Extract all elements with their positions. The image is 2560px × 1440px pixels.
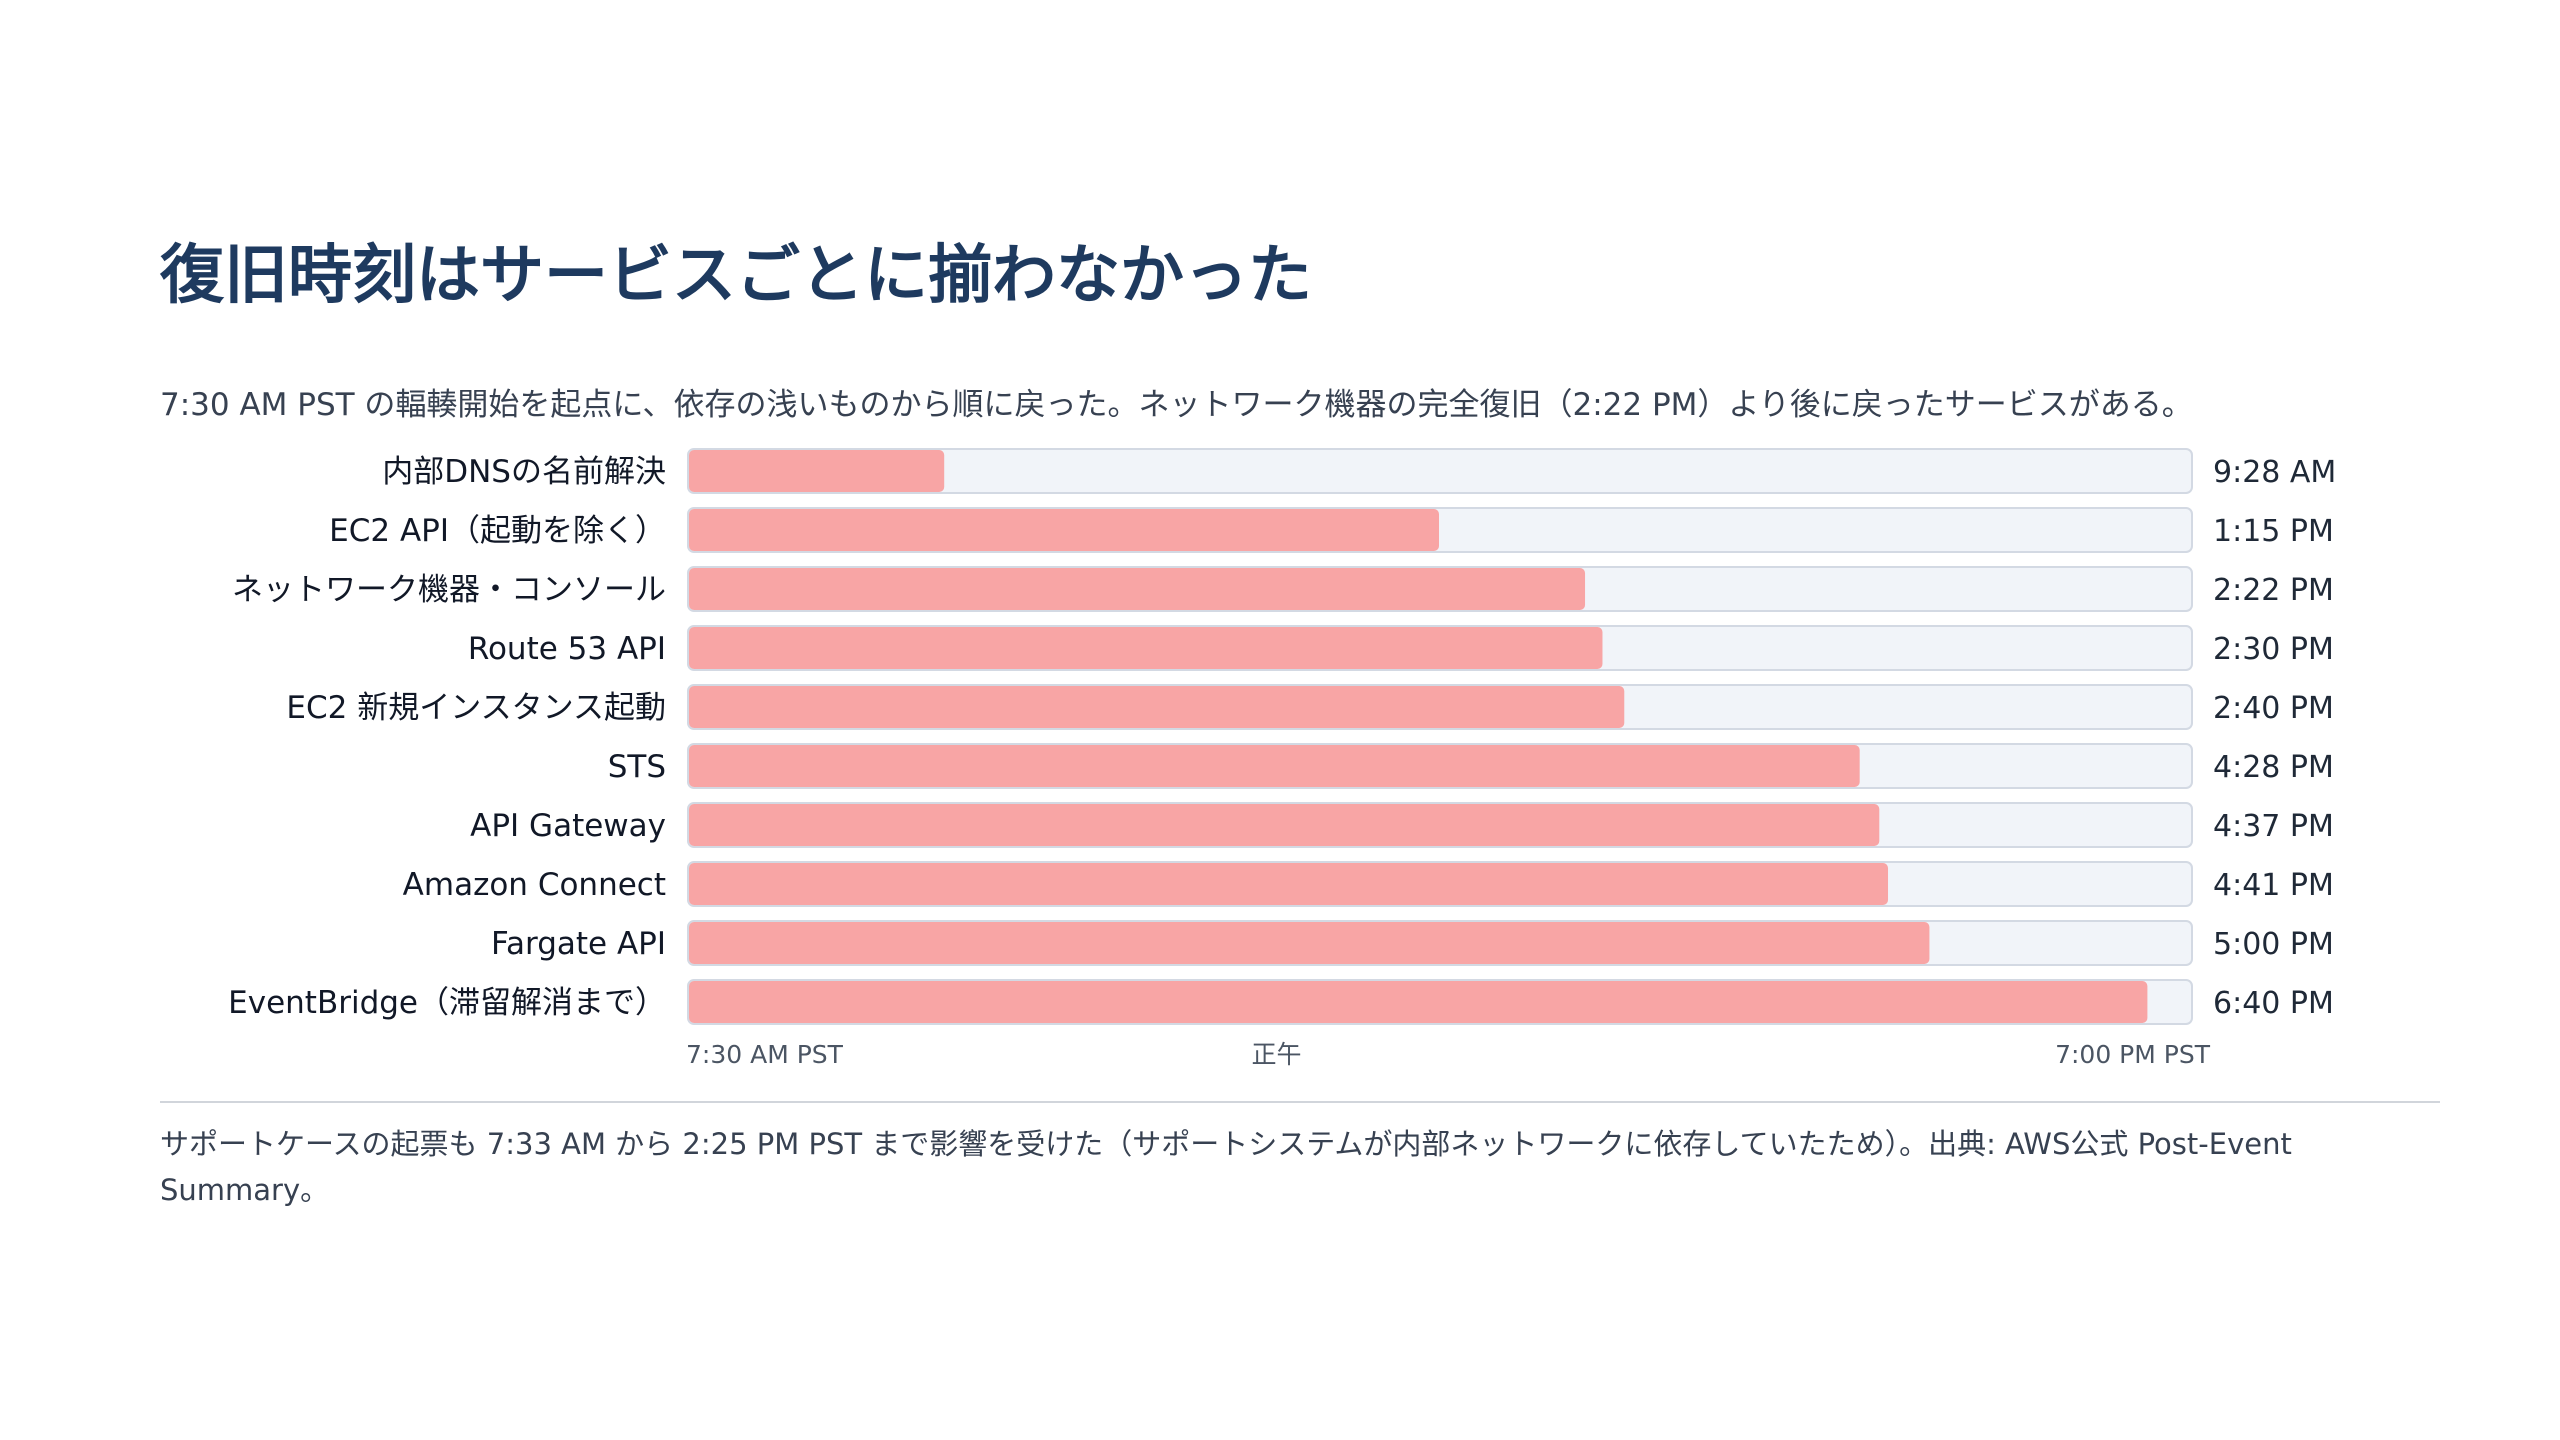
footnote: サポートケースの起票も 7:33 AM から 2:25 PM PST まで影響を… xyxy=(160,1127,2292,1207)
category-label: Route 53 API xyxy=(468,631,666,667)
value-label: 6:40 PM xyxy=(2213,986,2334,1021)
x-tick-label: 7:30 AM PST xyxy=(686,1040,844,1069)
divider xyxy=(160,1101,2440,1103)
category-label: EC2 新規インスタンス起動 xyxy=(286,690,666,726)
chart-row: ネットワーク機器・コンソール 2:22 PM xyxy=(232,566,2334,612)
category-label: STS xyxy=(608,749,666,785)
category-label: EventBridge（滞留解消まで） xyxy=(228,985,666,1021)
bar xyxy=(689,450,945,492)
bar xyxy=(689,863,1889,905)
value-label: 4:28 PM xyxy=(2213,750,2334,785)
chart-row: EC2 API（起動を除く） 1:15 PM xyxy=(329,507,2334,553)
chart-row: EventBridge（滞留解消まで） 6:40 PM xyxy=(228,979,2334,1025)
value-label: 2:40 PM xyxy=(2213,691,2334,726)
bar xyxy=(689,745,1860,787)
chart-row: Amazon Connect 4:41 PM xyxy=(403,861,2334,907)
category-label: API Gateway xyxy=(470,808,666,844)
bar xyxy=(689,568,1586,610)
bar xyxy=(689,804,1880,846)
chart-row: EC2 新規インスタンス起動 2:40 PM xyxy=(286,684,2334,730)
page-subtitle: 7:30 AM PST の輻輳開始を起点に、依存の浅いものから順に戻った。ネット… xyxy=(160,387,2193,423)
value-label: 4:41 PM xyxy=(2213,868,2334,903)
bar xyxy=(689,686,1625,728)
value-label: 2:22 PM xyxy=(2213,573,2334,608)
value-label: 9:28 AM xyxy=(2213,455,2336,490)
value-label: 4:37 PM xyxy=(2213,809,2334,844)
chart-row: Route 53 API 2:30 PM xyxy=(468,625,2334,671)
bar xyxy=(689,509,1439,551)
x-tick-label: 正午 xyxy=(1252,1040,1302,1069)
bar xyxy=(689,981,2148,1023)
category-label: 内部DNSの名前解決 xyxy=(382,454,666,490)
chart-row: STS 4:28 PM xyxy=(608,743,2334,789)
bar xyxy=(689,922,1930,964)
recovery-time-chart: 内部DNSの名前解決 9:28 AM EC2 API（起動を除く） 1:15 PM ネッ… xyxy=(228,448,2336,1069)
category-label: Fargate API xyxy=(491,926,666,962)
category-label: EC2 API（起動を除く） xyxy=(329,513,666,549)
bar-track xyxy=(687,448,2193,494)
chart-row: 内部DNSの名前解決 9:28 AM xyxy=(382,448,2336,494)
page-title: 復旧時刻はサービスごとに揃わなかった xyxy=(160,239,1312,313)
value-label: 1:15 PM xyxy=(2213,514,2334,549)
chart-row: Fargate API 5:00 PM xyxy=(491,920,2334,966)
category-label: Amazon Connect xyxy=(403,867,666,903)
bar xyxy=(689,627,1603,669)
value-label: 5:00 PM xyxy=(2213,927,2334,962)
category-label: ネットワーク機器・コンソール xyxy=(232,572,666,608)
value-label: 2:30 PM xyxy=(2213,632,2334,667)
x-tick-label: 7:00 PM PST xyxy=(2055,1040,2211,1069)
chart-row: API Gateway 4:37 PM xyxy=(470,802,2334,848)
